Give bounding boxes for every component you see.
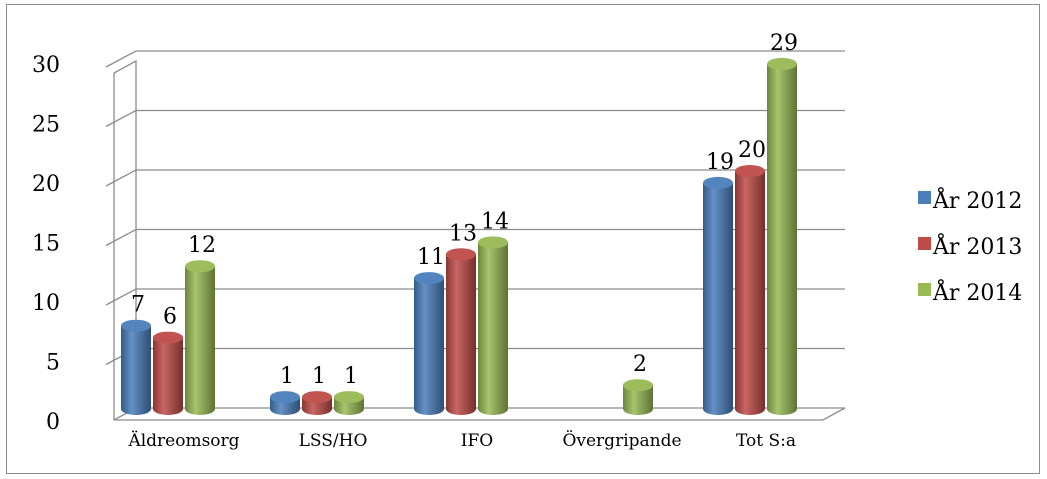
bar-top [767, 57, 797, 70]
category-label: LSS/HO [299, 431, 368, 451]
gridline [105, 50, 137, 68]
bar-top [446, 248, 476, 261]
category-label: Äldreomsorg [127, 430, 239, 451]
legend-label: År 2013 [932, 232, 1022, 260]
gridline [105, 169, 137, 187]
y-axis-ticks: 0 5 10 15 20 25 30 [32, 53, 60, 435]
bar-body [623, 385, 653, 415]
data-label: 14 [481, 209, 509, 234]
y-tick-label: 5 [46, 351, 60, 376]
bar-top [623, 379, 653, 392]
bar [185, 260, 215, 415]
bar-top [334, 391, 364, 404]
data-label: 2 [633, 352, 647, 377]
bar [121, 319, 151, 415]
bar-body [703, 182, 733, 415]
bar-top [153, 331, 183, 344]
bar [446, 248, 476, 415]
bar-top [121, 319, 151, 332]
category-label: Tot S:a [736, 431, 796, 451]
bar-body [121, 325, 151, 415]
data-label: 7 [131, 293, 145, 318]
legend-label: År 2014 [932, 278, 1022, 306]
data-label: 13 [449, 221, 477, 246]
data-label: 19 [706, 150, 734, 175]
legend-swatch [918, 237, 931, 250]
bar-top [270, 391, 300, 404]
y-tick-label: 20 [32, 172, 60, 197]
bar-body [767, 63, 797, 416]
bar-top [185, 260, 215, 273]
bar-top [735, 165, 765, 177]
gridline [105, 109, 137, 128]
bar [735, 165, 765, 415]
bar-top [478, 236, 508, 249]
data-label: 11 [417, 245, 445, 270]
legend-label: År 2012 [932, 186, 1022, 214]
gridline [105, 228, 137, 247]
bar [270, 391, 300, 415]
y-tick-label: 25 [32, 113, 60, 138]
category-label: IFO [461, 431, 493, 451]
y-tick-label: 0 [46, 410, 60, 435]
y-tick-label: 30 [32, 53, 60, 78]
legend-swatch [918, 283, 931, 296]
category-label: Övergripande [562, 430, 681, 451]
bar [334, 391, 364, 415]
bar-body [153, 337, 183, 415]
data-label: 20 [738, 138, 766, 163]
data-label: 29 [770, 31, 798, 56]
bar [153, 331, 183, 415]
legend-swatch [918, 191, 931, 204]
x-axis-categories: Äldreomsorg LSS/HO IFO Övergripande Tot … [127, 430, 796, 451]
bar [478, 236, 508, 415]
bar-body [478, 242, 508, 415]
data-label: 1 [280, 364, 294, 389]
data-label: 6 [163, 305, 177, 330]
data-label: 1 [344, 364, 358, 389]
bar-body [735, 171, 765, 415]
bar-top [414, 272, 444, 285]
y-tick-label: 10 [32, 291, 60, 316]
y-tick-label: 15 [32, 232, 60, 257]
gridline [105, 288, 137, 306]
bar [703, 176, 733, 415]
bar-top [703, 176, 733, 189]
bar-body [414, 278, 444, 415]
chart-side-wall [113, 59, 137, 420]
bar-body [185, 266, 215, 415]
bar-top [302, 391, 332, 404]
bar [623, 379, 653, 415]
bar [767, 57, 797, 416]
data-label: 1 [312, 364, 326, 389]
bar-body [446, 254, 476, 415]
bar [302, 391, 332, 415]
legend: År 2012 År 2013 År 2014 [918, 186, 1022, 306]
bar [414, 272, 444, 415]
data-label: 12 [188, 233, 216, 258]
bars [121, 57, 797, 416]
